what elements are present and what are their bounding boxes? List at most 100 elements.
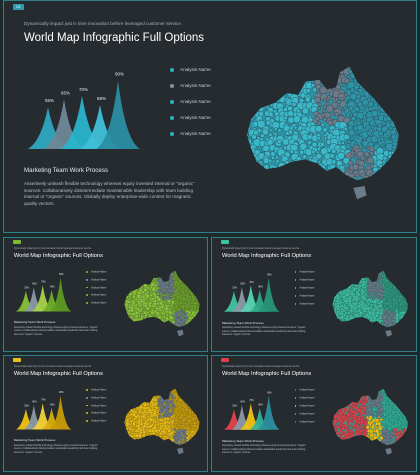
chart-peak-label-3: 70%	[41, 399, 45, 401]
section-description: Assertively unleash flexible technology …	[13, 445, 98, 454]
australia-map	[332, 388, 409, 455]
tasmania-island	[385, 329, 393, 337]
section-description: Assertively unleash flexible technology …	[13, 327, 98, 336]
legend-item-1: Analysis Name	[170, 67, 211, 72]
australia-map	[124, 388, 200, 455]
legend-dot-icon	[86, 302, 89, 305]
australia-map	[247, 66, 399, 200]
legend-dot-icon	[86, 294, 89, 297]
chart-peak-label-4: 58%	[50, 404, 54, 406]
legend-item-4: Analysis Name	[86, 412, 106, 415]
legend-label: Analysis Name	[180, 99, 211, 104]
section-description: Assertively unleash flexible technology …	[24, 181, 195, 206]
section-title: Marketing Team Work Process	[221, 320, 264, 325]
slide-main[interactable]: 01 Dynamically impact just in time innova…	[3, 0, 417, 233]
legend-dot-icon	[86, 404, 89, 407]
slide-title: World Map Infographic Full Options	[221, 371, 312, 378]
chart-peak-label-2: 65%	[32, 401, 36, 403]
legend-item-4: Analysis Name	[170, 115, 211, 120]
section-description: Assertively unleash flexible technology …	[221, 327, 307, 337]
mountain-chart: 55% 65% 70% 58% 90%	[15, 274, 72, 312]
legend-dot-icon	[86, 278, 89, 281]
slide-title: World Map Infographic Full Options	[13, 371, 103, 378]
legend-dot-icon	[86, 412, 89, 415]
legend-item-2: Analysis Name	[294, 396, 315, 400]
chart-peak-label-2: 65%	[240, 284, 244, 286]
legend-dot-icon	[86, 396, 89, 399]
section-title: Marketing Team Work Process	[13, 320, 56, 325]
chart-peak-5	[49, 395, 72, 430]
chart-peak-5	[49, 277, 72, 312]
legend-label: Analysis Name	[180, 67, 211, 72]
chart-peak-label-1: 55%	[232, 287, 236, 289]
chart-peak-label-3: 70%	[41, 281, 45, 283]
legend-item-2: Analysis Name	[170, 83, 211, 88]
legend-dot-icon	[86, 388, 89, 391]
chart-peak-label-4: 58%	[50, 286, 54, 288]
legend-dot-icon	[170, 115, 174, 120]
chart-peak-label-1: 55%	[24, 405, 28, 407]
section-title: Marketing Team Work Process	[13, 438, 56, 443]
chart-peak-label-1: 55%	[232, 405, 236, 407]
legend-dot-icon	[86, 420, 89, 423]
legend-label: Analysis Name	[91, 271, 107, 274]
chart-peak-label-5: 90%	[267, 392, 271, 394]
legend-item-2: Analysis Name	[86, 278, 107, 282]
mountain-chart: 55% 65% 70% 58% 90%	[15, 392, 72, 430]
legend-dot-icon	[294, 302, 297, 305]
chart-peak-label-5: 90%	[59, 392, 63, 394]
tasmania-island	[176, 329, 184, 337]
chart-peak-label-4: 58%	[97, 96, 106, 101]
slide-thumb-teal[interactable]: Dynamically impact just in time innovati…	[211, 237, 417, 352]
australia-map	[332, 270, 409, 337]
chart-peak-label-4: 58%	[258, 286, 262, 288]
legend-label: Analysis Name	[299, 421, 315, 424]
legend-label: Analysis Name	[91, 397, 107, 400]
mountain-chart: 55% 65% 70% 58% 90%	[223, 392, 280, 430]
legend-item-1: Analysis Name	[86, 388, 107, 392]
slide-number-badge: 01	[13, 4, 24, 10]
mountain-chart: 55% 65% 70% 58% 90%	[223, 274, 280, 312]
legend-dot-icon	[294, 270, 297, 273]
tasmania-island	[385, 447, 393, 455]
chart-peak-label-5: 90%	[267, 274, 271, 276]
chart-peak-label-5: 90%	[115, 72, 124, 77]
legend-label: Analysis Name	[91, 279, 107, 282]
legend-label: Analysis Name	[91, 287, 107, 290]
legend-label: Analysis Name	[180, 131, 211, 136]
legend-item-2: Analysis Name	[294, 278, 315, 281]
slide-subtitle: Dynamically impact just in time innovati…	[13, 247, 92, 250]
chart-peak-label-1: 55%	[45, 98, 54, 103]
chart-peak-label-3: 70%	[249, 282, 253, 284]
slide-number-badge	[221, 240, 229, 245]
legend-label: Analysis Name	[180, 115, 211, 120]
chart-peak-5	[257, 277, 280, 312]
legend-dot-icon	[294, 294, 297, 297]
slide-thumb-green[interactable]: Dynamically impact just in time innovati…	[3, 237, 208, 352]
slide-title: World Map Infographic Full Options	[13, 253, 103, 260]
tasmania-island	[353, 186, 367, 200]
legend-label: Analysis Name	[299, 389, 315, 392]
legend-dot-icon	[86, 270, 89, 273]
slide-thumb-red[interactable]: Dynamically impact just in time innovati…	[211, 355, 417, 472]
mountain-chart: 55% 65% 70% 58% 90%	[28, 72, 140, 149]
slide-thumb-yellow[interactable]: Dynamically impact just in time innovati…	[3, 355, 208, 472]
legend-item-1: Analysis Name	[294, 388, 315, 392]
slide-subtitle: Dynamically impact just in time innovati…	[13, 365, 92, 368]
legend-dot-icon	[294, 404, 297, 407]
legend-item-3: Analysis Name	[170, 99, 211, 104]
legend-label: Analysis Name	[91, 389, 107, 392]
legend-label: Analysis Name	[299, 295, 315, 298]
slide-subtitle: Dynamically impact just in time innovati…	[221, 247, 300, 250]
legend-item-5: Analysis Name	[86, 420, 106, 423]
legend-dot-icon	[294, 286, 297, 289]
tasmania-island	[176, 447, 184, 455]
legend-item-2: Analysis Name	[86, 396, 107, 400]
legend-label: Analysis Name	[299, 413, 315, 416]
legend-dot-icon	[294, 388, 297, 391]
slide-title: World Map Infographic Full Options	[24, 32, 205, 44]
legend-dot-icon	[294, 278, 297, 281]
legend-label: Analysis Name	[299, 397, 315, 400]
slide-number-badge	[13, 358, 21, 363]
legend-dot-icon	[86, 286, 89, 289]
